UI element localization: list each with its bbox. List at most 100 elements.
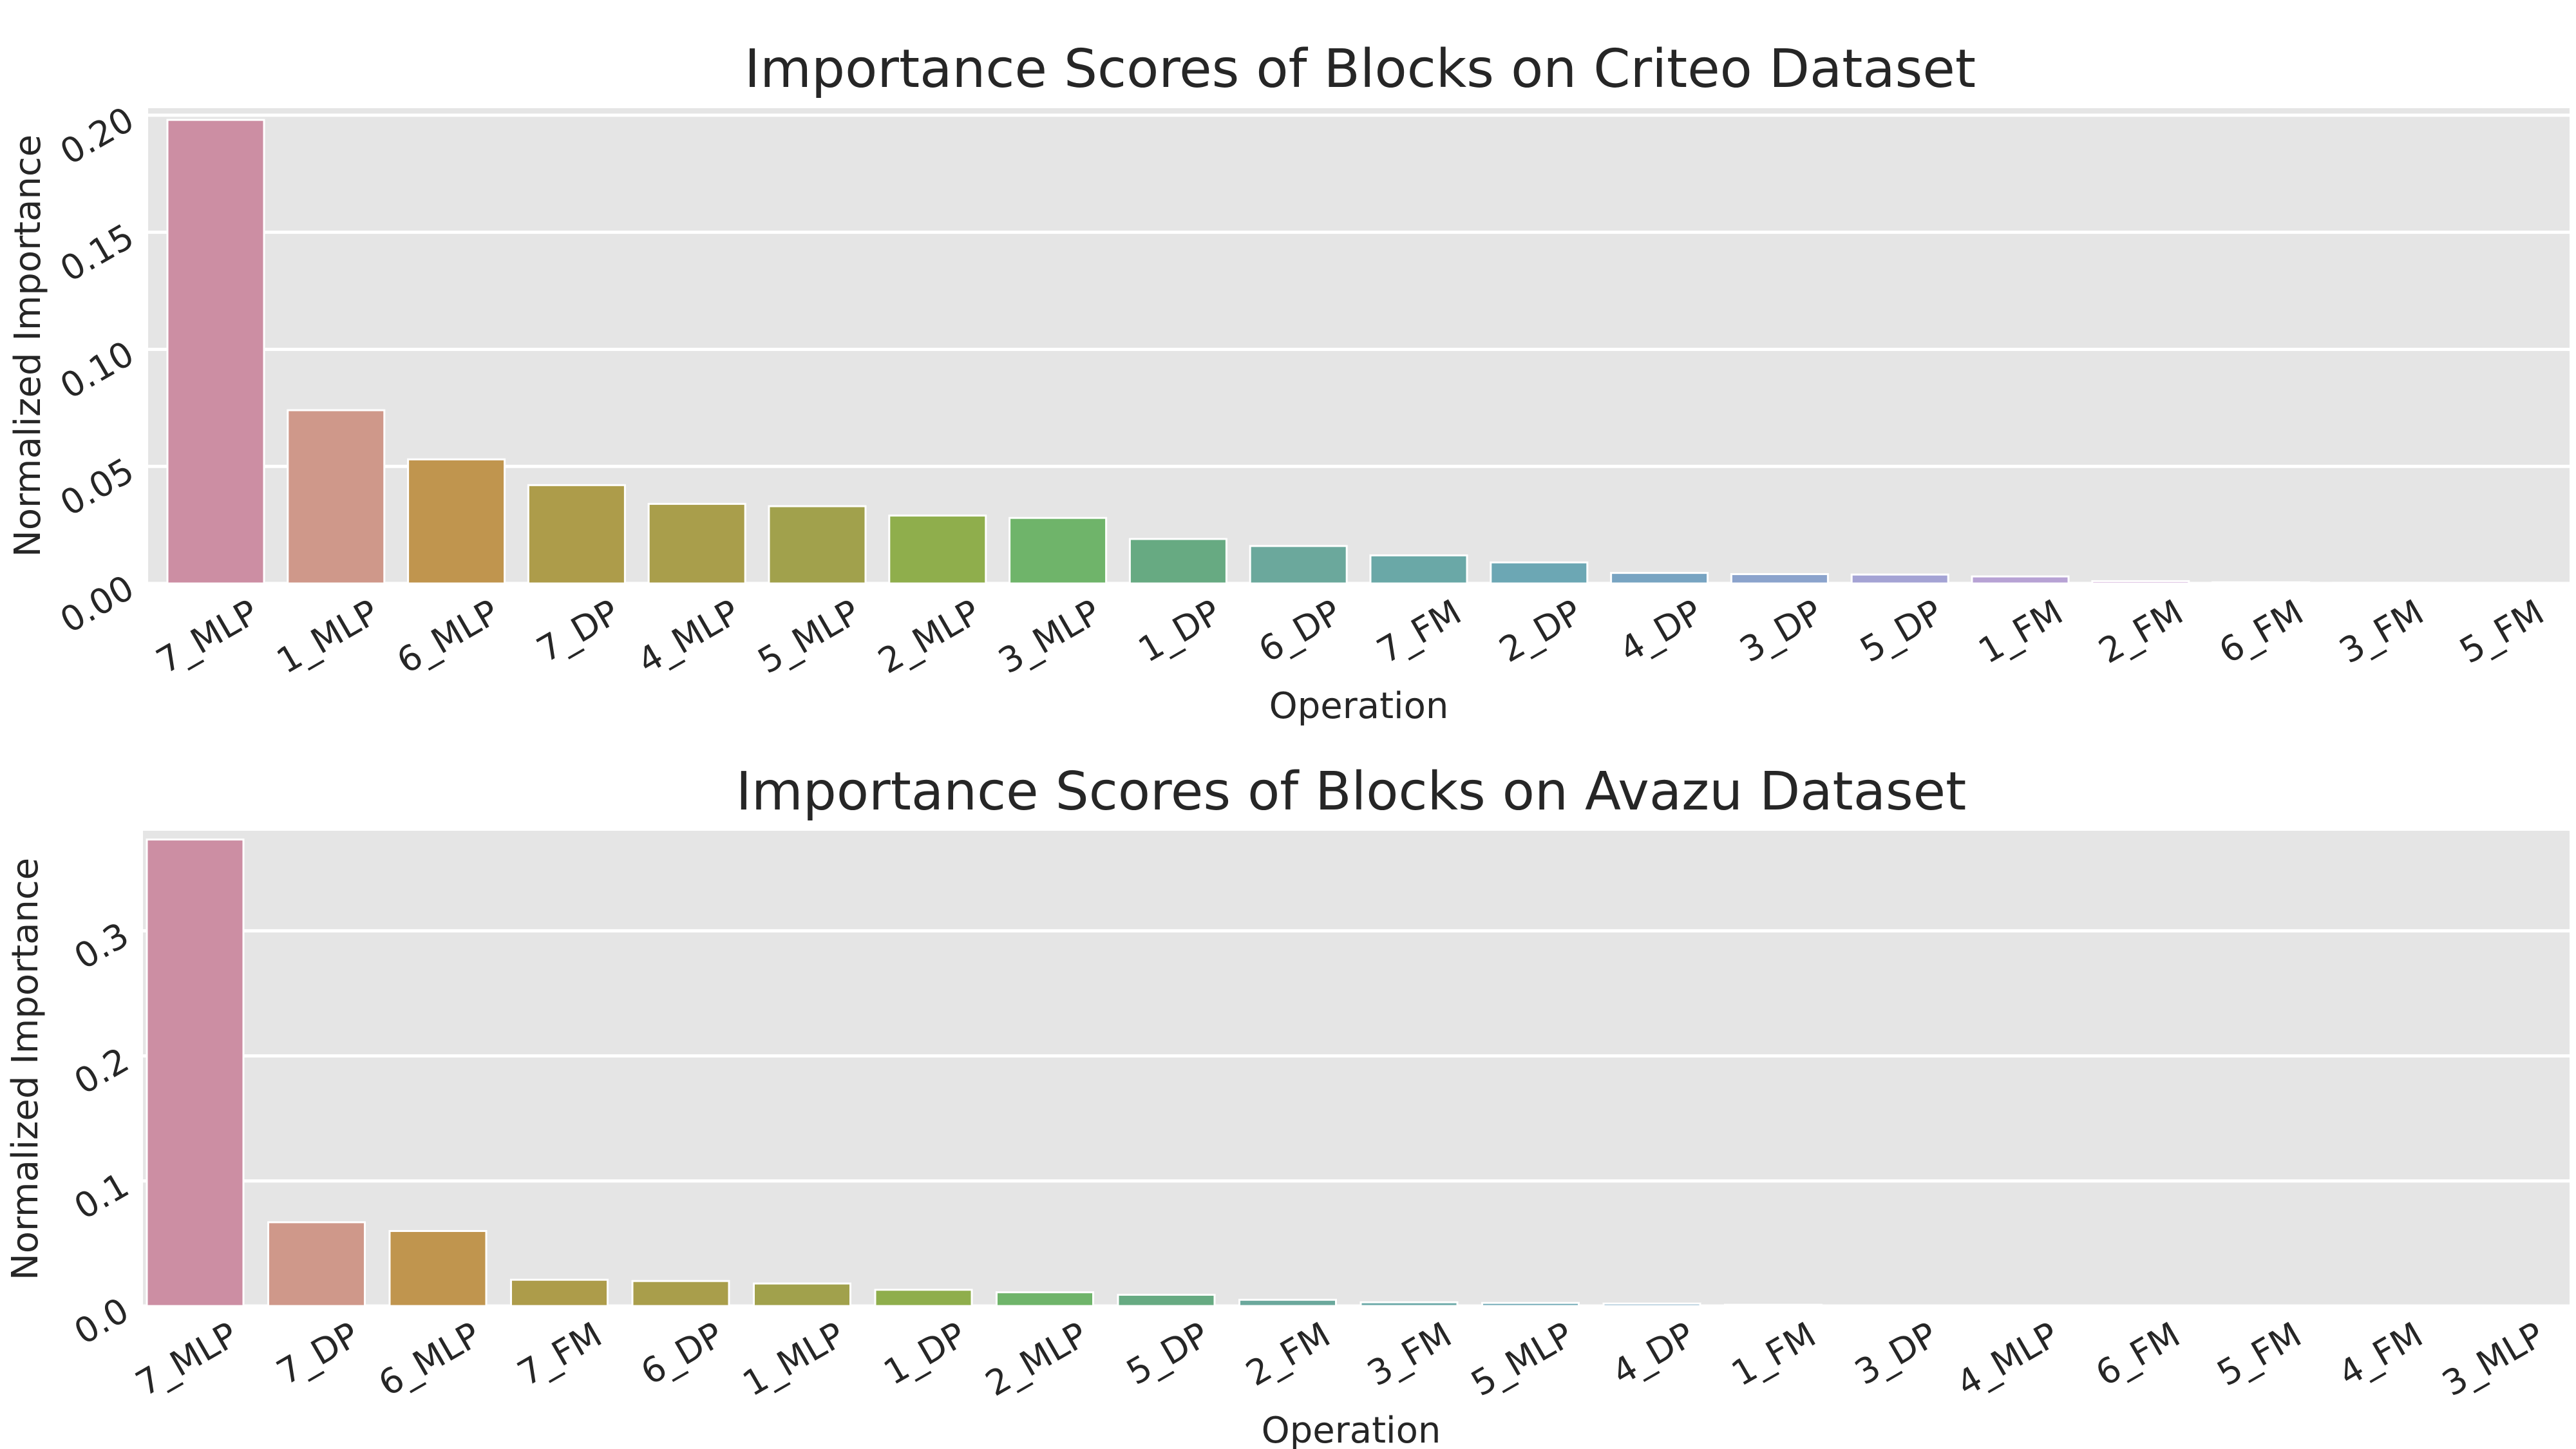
- avazu-x-tick-label: 4_DP: [1605, 1314, 1701, 1393]
- criteo-x-tick-label: 5_MLP: [751, 592, 866, 682]
- criteo-y-tick-label: 0.20: [53, 99, 141, 173]
- criteo-x-tick-label: 3_FM: [2333, 592, 2430, 672]
- criteo-bar-7-dp: [527, 484, 626, 585]
- avazu-x-tick-label: 3_DP: [1848, 1314, 1944, 1393]
- criteo-y-tick-label: 0.15: [53, 216, 141, 290]
- criteo-bar-3-dp: [1730, 573, 1829, 585]
- criteo-x-tick-label: 2_FM: [2092, 592, 2190, 672]
- avazu-y-tick-label: 0.3: [68, 914, 136, 978]
- criteo-x-tick-label: 4_DP: [1613, 592, 1709, 670]
- criteo-x-tick-label: 6_MLP: [390, 592, 506, 682]
- criteo-x-tick-label: 3_MLP: [992, 592, 1107, 682]
- criteo-x-tick-label: 2_MLP: [871, 592, 987, 682]
- avazu-bar-1-dp: [874, 1289, 973, 1307]
- avazu-x-tick-label: 2_FM: [1239, 1314, 1337, 1394]
- criteo-bar-2-mlp: [888, 515, 987, 585]
- criteo-x-tick-label: 6_DP: [1252, 592, 1348, 670]
- avazu-y-tick-label: 0.2: [68, 1039, 136, 1103]
- criteo-x-ticks: 7_MLP 1_MLP 6_MLP 7_DP 4_MLP 5_MLP 2_MLP 3_MLP 1…: [149, 592, 2550, 682]
- criteo-bar-7-fm: [1369, 554, 1468, 585]
- avazu-x-tick-label: 7_FM: [511, 1314, 609, 1394]
- avazu-bar-5-mlp: [1481, 1302, 1580, 1307]
- criteo-y-tick-label: 0.05: [53, 450, 141, 524]
- avazu-bar-1-fm: [1724, 1303, 1823, 1307]
- avazu-x-ticks: 7_MLP 7_DP 6_MLP 7_FM 6_DP 1_MLP 1_DP 2_MLP 5_DP…: [129, 1314, 2551, 1405]
- avazu-bar-3-dp: [1845, 1304, 1944, 1307]
- criteo-y-ticks: 0.00 0.05 0.10 0.15 0.20: [53, 99, 141, 641]
- criteo-x-axis-label: Operation: [1269, 685, 1449, 727]
- criteo-bar-5-mlp: [768, 505, 867, 585]
- avazu-x-tick-label: 6_DP: [634, 1314, 730, 1393]
- criteo-bar-4-dp: [1610, 572, 1709, 585]
- avazu-x-axis-label: Operation: [1262, 1410, 1441, 1449]
- criteo-bar-2-dp: [1490, 561, 1589, 585]
- criteo-x-tick-label: 7_DP: [530, 592, 626, 670]
- criteo-x-tick-label: 6_FM: [2212, 592, 2310, 672]
- avazu-chart-title: Importance Scores of Blocks on Avazu Dat…: [736, 761, 1967, 822]
- criteo-x-tick-label: 2_DP: [1492, 592, 1588, 670]
- criteo-bar-5-dp: [1850, 573, 1949, 585]
- criteo-chart: Importance Scores of Blocks on Criteo Da…: [7, 39, 2570, 727]
- avazu-y-tick-label: 0.1: [68, 1164, 136, 1227]
- avazu-bar-3-fm: [1359, 1301, 1459, 1307]
- criteo-x-tick-label: 5_DP: [1853, 592, 1949, 670]
- criteo-bar-2-fm: [2091, 580, 2190, 585]
- avazu-x-tick-label: 5_DP: [1120, 1314, 1216, 1393]
- criteo-y-tick-label: 0.00: [53, 567, 141, 641]
- avazu-x-tick-label: 3_MLP: [2436, 1314, 2551, 1405]
- avazu-bar-1-mlp: [753, 1282, 851, 1307]
- criteo-bar-1-fm: [1971, 575, 2070, 585]
- avazu-x-tick-label: 4_MLP: [1950, 1314, 2065, 1405]
- avazu-x-tick-label: 1_DP: [877, 1314, 973, 1393]
- criteo-bars: [166, 118, 2551, 585]
- avazu-plot-area: [143, 831, 2570, 1306]
- avazu-bar-2-mlp: [996, 1291, 1094, 1307]
- criteo-x-tick-label: 7_FM: [1370, 592, 1468, 672]
- criteo-x-tick-label: 7_MLP: [149, 592, 265, 682]
- criteo-y-axis-label: Normalized Importance: [7, 135, 49, 557]
- avazu-x-tick-label: 5_FM: [2210, 1314, 2308, 1394]
- avazu-x-tick-label: 4_FM: [2332, 1314, 2430, 1394]
- avazu-x-tick-label: 3_FM: [1361, 1314, 1459, 1394]
- avazu-bar-6-fm: [2088, 1304, 2187, 1307]
- avazu-x-tick-label: 1_MLP: [736, 1314, 851, 1405]
- criteo-bar-4-mlp: [647, 502, 746, 585]
- criteo-x-tick-label: 1_FM: [1972, 592, 2070, 672]
- avazu-x-tick-label: 5_MLP: [1464, 1314, 1580, 1405]
- avazu-bar-4-mlp: [1967, 1304, 2065, 1307]
- avazu-x-tick-label: 6_FM: [2089, 1314, 2187, 1394]
- criteo-x-tick-label: 1_DP: [1132, 592, 1227, 670]
- criteo-bar-6-fm: [2211, 581, 2311, 585]
- avazu-x-tick-label: 1_FM: [1725, 1314, 1823, 1394]
- avazu-x-tick-label: 7_DP: [270, 1314, 366, 1393]
- avazu-x-tick-label: 2_MLP: [979, 1314, 1094, 1405]
- criteo-bar-6-mlp: [407, 458, 506, 585]
- criteo-x-tick-label: 3_DP: [1733, 592, 1829, 670]
- avazu-bar-5-dp: [1117, 1294, 1216, 1307]
- avazu-bar-7-mlp: [146, 838, 245, 1307]
- criteo-bar-3-mlp: [1009, 516, 1108, 585]
- criteo-x-tick-label: 4_MLP: [630, 592, 746, 682]
- avazu-y-axis-label: Normalized Importance: [5, 858, 46, 1280]
- criteo-chart-title: Importance Scores of Blocks on Criteo Da…: [744, 39, 1976, 100]
- criteo-x-tick-label: 5_FM: [2453, 592, 2551, 672]
- criteo-y-tick-label: 0.10: [53, 333, 141, 407]
- criteo-bar-7-mlp: [166, 118, 265, 585]
- criteo-plot-area: [148, 108, 2570, 583]
- avazu-bar-2-fm: [1238, 1298, 1337, 1307]
- avazu-bar-4-dp: [1602, 1302, 1701, 1307]
- avazu-bar-6-mlp: [388, 1229, 488, 1307]
- avazu-bar-6-dp: [631, 1280, 730, 1307]
- avazu-x-tick-label: 6_MLP: [372, 1314, 487, 1405]
- criteo-bar-6-dp: [1249, 545, 1348, 585]
- criteo-x-tick-label: 1_MLP: [270, 592, 385, 682]
- avazu-chart: Importance Scores of Blocks on Avazu Dat…: [5, 761, 2570, 1449]
- avazu-bar-7-dp: [267, 1221, 366, 1307]
- avazu-bar-7-fm: [510, 1278, 609, 1307]
- criteo-bar-1-mlp: [287, 409, 386, 585]
- avazu-y-tick-label: 0.0: [68, 1290, 136, 1353]
- avazu-bars: [146, 838, 2551, 1307]
- avazu-y-ticks: 0.0 0.1 0.2 0.3: [68, 914, 136, 1352]
- avazu-x-tick-label: 7_MLP: [129, 1314, 244, 1405]
